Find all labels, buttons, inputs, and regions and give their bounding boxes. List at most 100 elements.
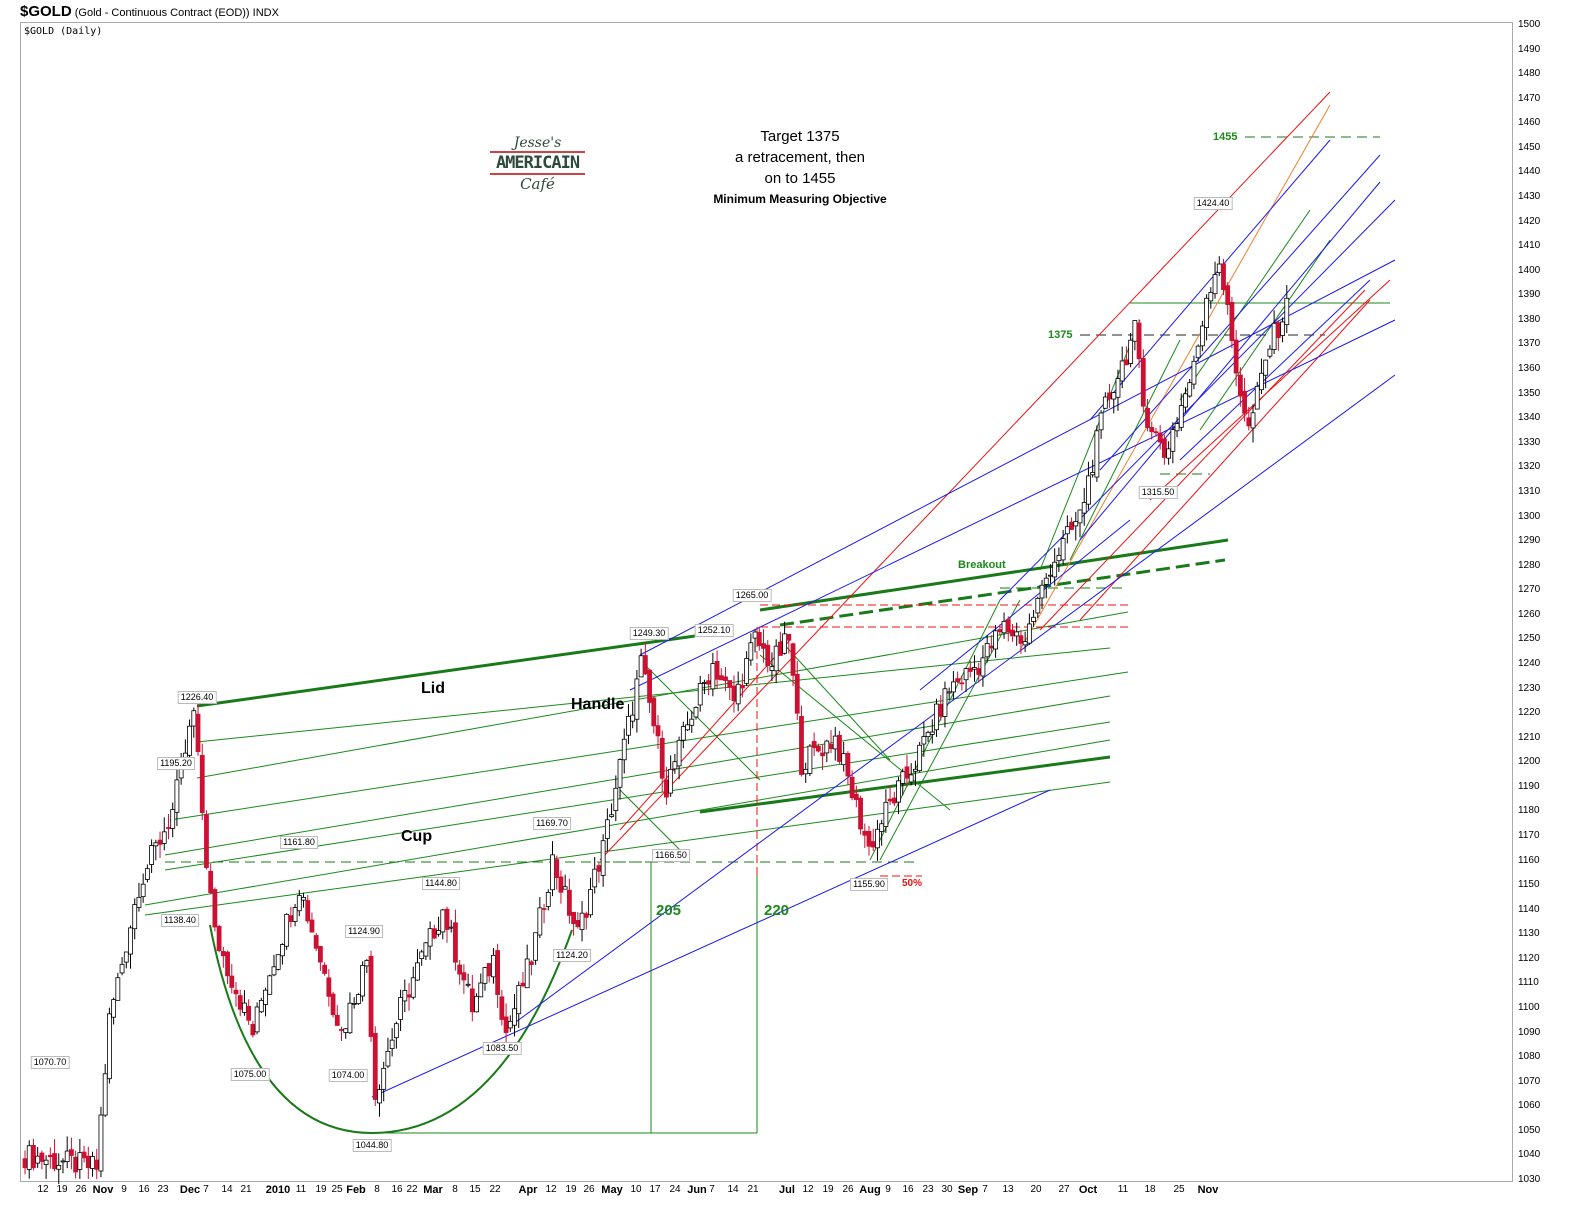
candle-up (1199, 325, 1205, 347)
price-annotation: 1315.50 (1138, 486, 1178, 499)
candle-down (73, 1156, 79, 1173)
trendline (1039, 319, 1141, 571)
candle-down (208, 870, 214, 894)
y-tick-label: 1030 (1518, 1174, 1541, 1185)
candle-down (503, 1016, 509, 1033)
candle-up (773, 645, 779, 672)
candle-up (1280, 321, 1285, 336)
candle-down (39, 1152, 45, 1162)
candle-up (592, 868, 598, 888)
candle-up (1250, 412, 1256, 429)
candle-up (1254, 385, 1260, 410)
price-annotation: 1265.00 (732, 589, 772, 602)
candle-up (1174, 423, 1180, 432)
candle-down (904, 766, 910, 779)
candle-up (710, 663, 716, 690)
target-line3: on to 1455 (764, 170, 836, 187)
candle-up (427, 928, 433, 947)
candle-up (1056, 555, 1062, 562)
candle-down (457, 964, 463, 975)
candle-down (731, 685, 737, 702)
candle-down (216, 926, 222, 951)
x-tick-label: 9 (121, 1184, 127, 1195)
candle-up (482, 967, 488, 984)
x-tick-label: Nov (92, 1184, 114, 1196)
candle-up (803, 769, 809, 775)
price-annotation: 1424.40 (1193, 197, 1233, 210)
y-tick-label: 1270 (1518, 584, 1541, 596)
candle-up (1081, 502, 1087, 514)
y-tick-label: 1040 (1518, 1149, 1541, 1161)
y-tick-label: 1060 (1518, 1100, 1541, 1112)
x-tick-label: 16 (391, 1184, 403, 1195)
y-tick-label: 1320 (1518, 461, 1541, 473)
candle-up (913, 768, 918, 772)
candle-up (26, 1145, 32, 1170)
symbol: $GOLD (20, 3, 72, 20)
x-tick-label: 15 (469, 1184, 481, 1195)
trendline (759, 654, 951, 811)
candle-up (119, 963, 125, 974)
blue-channel (1179, 279, 1371, 461)
price-annotation: 1226.40 (177, 691, 217, 704)
candle-down (212, 889, 218, 928)
candle-down (959, 682, 965, 685)
candle-up (550, 854, 555, 891)
candle-down (575, 920, 581, 927)
y-tick-label: 1070 (1518, 1075, 1541, 1087)
candle-down (334, 1014, 340, 1026)
y-tick-label: 1140 (1518, 903, 1540, 915)
y-tick-label: 1460 (1518, 117, 1541, 129)
x-tick-label: 19 (315, 1184, 327, 1195)
x-tick-label: 12 (37, 1184, 49, 1195)
candle-down (765, 644, 771, 667)
y-tick-label: 1170 (1518, 829, 1540, 841)
candle-up (604, 819, 610, 839)
candle-down (330, 993, 336, 1016)
candle-up (1060, 538, 1066, 561)
y-tick-label: 1200 (1518, 756, 1541, 768)
candle-up (191, 710, 197, 727)
candle-up (516, 985, 522, 1015)
x-tick-label: Sep (957, 1184, 979, 1196)
candle-up (355, 994, 361, 1005)
x-tick-label: 18 (1144, 1184, 1156, 1195)
candle-down (250, 1024, 256, 1036)
candle-down (317, 946, 323, 963)
candle-down (1246, 417, 1252, 427)
logo-line2: AMERICAIN (490, 151, 585, 175)
candle-up (1022, 641, 1028, 646)
price-annotation: 1044.80 (352, 1139, 392, 1152)
candle-up (1170, 429, 1176, 452)
candle-down (246, 1005, 252, 1021)
x-tick-label: Oct (1078, 1184, 1098, 1196)
candle-down (583, 913, 589, 918)
price-annotation: 1074.00 (328, 1069, 368, 1082)
measure-205-label: 205 (656, 902, 682, 919)
candle-down (777, 641, 783, 656)
candle-down (858, 797, 863, 830)
x-tick-label: Feb (346, 1184, 366, 1196)
candles (22, 256, 1290, 1184)
candle-down (31, 1144, 36, 1169)
candle-up (174, 779, 180, 813)
y-tick-label: 1100 (1518, 1001, 1540, 1013)
candle-up (144, 868, 150, 880)
candle-up (1128, 339, 1134, 364)
candle-down (1018, 635, 1024, 644)
candle-up (242, 1002, 247, 1013)
candle-up (1052, 561, 1058, 578)
target-1455-label: 1455 (1213, 131, 1238, 143)
candle-up (925, 731, 931, 738)
candle-up (115, 977, 121, 1001)
candle-down (714, 660, 720, 680)
candle-down (94, 1159, 100, 1170)
candle-down (647, 669, 652, 703)
candle-down (305, 900, 311, 922)
candle-up (271, 966, 277, 976)
trendline (619, 789, 691, 861)
candle-up (1271, 322, 1277, 350)
candle-up (1077, 509, 1083, 524)
candle-up (402, 990, 408, 1002)
